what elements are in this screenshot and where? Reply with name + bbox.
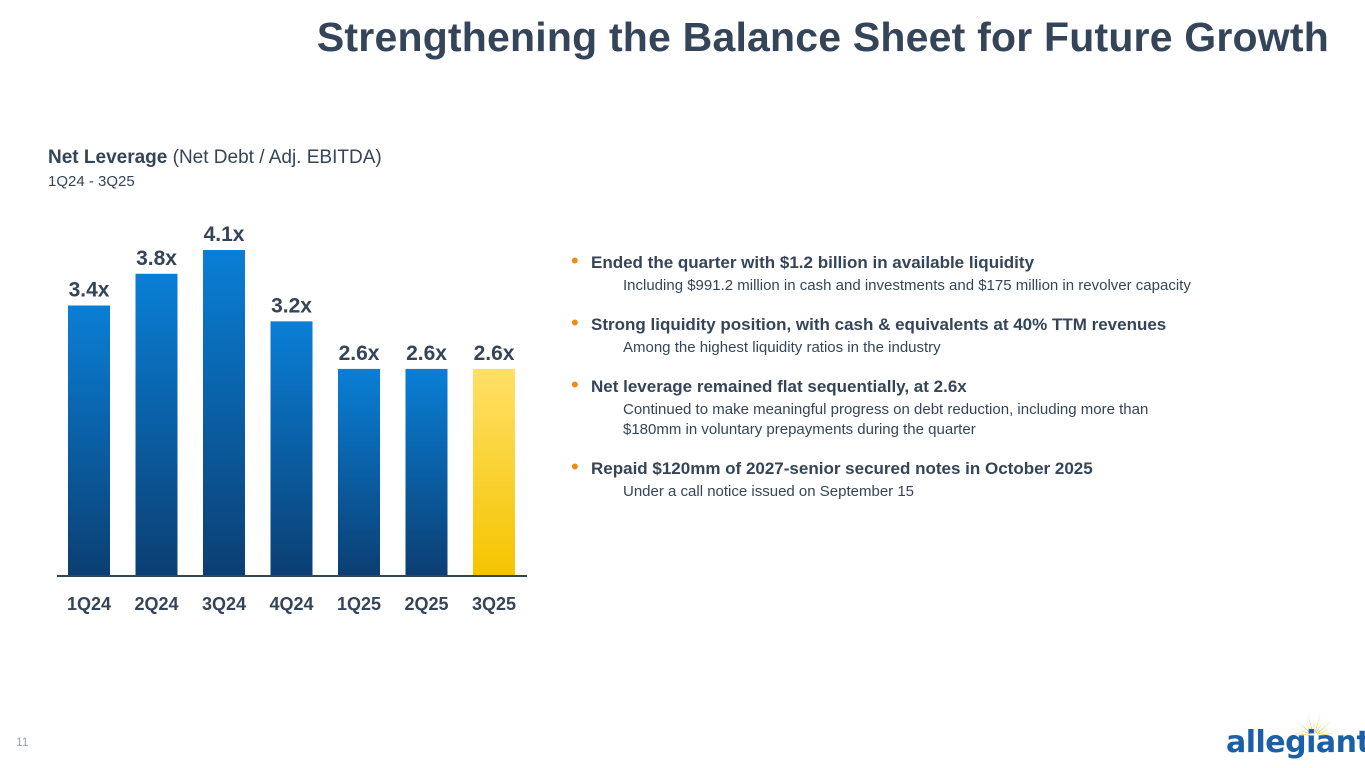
x-tick-label: 3Q25 xyxy=(472,594,516,614)
page-number: 11 xyxy=(16,735,29,749)
x-tick-label: 2Q25 xyxy=(404,594,448,614)
bullet-dot-icon: • xyxy=(571,310,579,335)
allegiant-logo: allegiant xyxy=(1226,710,1365,760)
bar-1q24 xyxy=(68,305,110,575)
x-tick-label: 4Q24 xyxy=(269,594,313,614)
chart-period: 1Q24 - 3Q25 xyxy=(48,173,135,190)
bullet-dot-icon: • xyxy=(571,248,579,273)
bullet-item: • Strong liquidity position, with cash &… xyxy=(571,310,1331,358)
x-tick-label: 1Q25 xyxy=(337,594,381,614)
bullet-detail-line: $180mm in voluntary prepayments during t… xyxy=(623,421,976,438)
x-tick-label: 3Q24 xyxy=(202,594,246,614)
bullet-item: • Ended the quarter with $1.2 billion in… xyxy=(571,248,1331,296)
bullet-heading: Strong liquidity position, with cash & e… xyxy=(591,315,1167,334)
bullet-dot-icon: • xyxy=(571,372,579,397)
bullet-detail-line: Continued to make meaningful progress on… xyxy=(623,401,1149,418)
key-points-list: • Ended the quarter with $1.2 billion in… xyxy=(571,248,1331,520)
data-label: 2.6x xyxy=(406,342,447,365)
bullet-detail: Under a call notice issued on September … xyxy=(623,483,915,500)
x-tick-label: 1Q24 xyxy=(67,594,111,614)
chart-title-bold: Net Leverage xyxy=(48,147,168,168)
net-leverage-chart: 3.4x 1Q24 3.8x 2Q24 4.1x 3Q24 3.2x 4Q24 2.6x 1Q25… xyxy=(57,223,527,614)
bullet-detail: Continued to make meaningful progress on… xyxy=(591,400,1331,440)
chart-title-rest: (Net Debt / Adj. EBITDA) xyxy=(167,147,382,168)
x-tick-label: 2Q24 xyxy=(134,594,178,614)
logo-wordmark: allegiant xyxy=(1226,725,1365,760)
bar-1q25 xyxy=(338,368,380,575)
bar-2q25 xyxy=(405,368,448,575)
data-label: 4.1x xyxy=(204,223,245,246)
page-title: Strengthening the Balance Sheet for Futu… xyxy=(316,14,1329,60)
bullet-item: • Net leverage remained flat sequentiall… xyxy=(571,372,1331,440)
bullet-item: • Repaid $120mm of 2027-senior secured n… xyxy=(571,454,1331,502)
bar-3q25 xyxy=(473,368,515,575)
bullet-dot-icon: • xyxy=(571,454,579,479)
bar-4q24 xyxy=(270,321,313,575)
bullet-heading: Repaid $120mm of 2027-senior secured not… xyxy=(591,459,1093,478)
data-label: 3.4x xyxy=(69,278,110,301)
data-label: 3.8x xyxy=(136,247,177,270)
chart-title: Net Leverage (Net Debt / Adj. EBITDA) xyxy=(48,147,382,169)
bullet-detail: Among the highest liquidity ratios in th… xyxy=(623,339,941,356)
data-label: 2.6x xyxy=(474,342,515,365)
sun-icon xyxy=(1290,712,1338,736)
data-label: 3.2x xyxy=(271,294,312,317)
bullet-heading: Ended the quarter with $1.2 billion in a… xyxy=(591,253,1035,272)
chart-header: Net Leverage (Net Debt / Adj. EBITDA) 1Q… xyxy=(48,147,382,190)
data-label: 2.6x xyxy=(339,342,380,365)
bar-3q24 xyxy=(203,250,245,575)
bar-2q24 xyxy=(135,273,178,575)
bullet-heading: Net leverage remained flat sequentially,… xyxy=(591,377,967,396)
bullet-detail: Including $991.2 million in cash and inv… xyxy=(623,277,1191,294)
